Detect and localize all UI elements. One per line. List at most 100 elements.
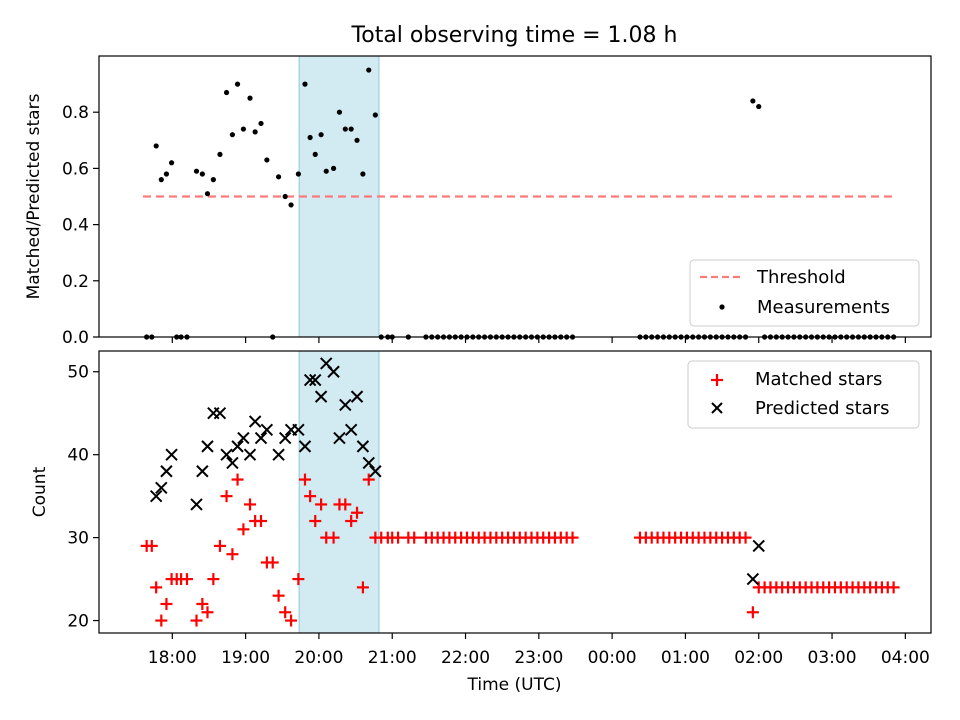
predicted-star-point xyxy=(344,423,358,437)
predicted-star-point xyxy=(149,489,163,503)
predicted-star-point xyxy=(309,373,322,387)
predicted-star-point xyxy=(160,465,173,478)
measurement-point xyxy=(153,143,159,149)
matched-star-point xyxy=(315,498,328,511)
predicted-star-point xyxy=(248,415,262,428)
matched-star-point xyxy=(408,531,421,544)
measurement-point xyxy=(336,109,343,115)
measurement-point xyxy=(275,174,282,180)
matched-star-point xyxy=(196,597,209,610)
measurement-point xyxy=(366,67,372,73)
matched-star-point xyxy=(362,473,375,486)
measurement-point xyxy=(258,120,264,127)
matched-star-point xyxy=(327,531,340,544)
bottom-x-tick-label: 02:00 xyxy=(734,648,783,668)
predicted-star-point xyxy=(220,448,233,461)
bottom-x-tick-label: 23:00 xyxy=(514,648,563,668)
matched-star-point xyxy=(887,581,900,594)
predicted-star-point xyxy=(272,448,285,461)
matched-star-point xyxy=(237,523,250,536)
bottom-x-tick-label: 20:00 xyxy=(294,648,343,668)
measurement-point xyxy=(223,89,230,96)
bottom-y-tick-label: 50 xyxy=(67,363,89,383)
measurement-point xyxy=(307,134,313,141)
measurement-point xyxy=(302,81,308,87)
measurement-point xyxy=(312,151,318,157)
bottom-y-axis-label: Count xyxy=(30,466,50,517)
top-y-tick-label: 0.0 xyxy=(62,328,89,348)
matched-star-point xyxy=(279,606,292,619)
top-panel: Total observing time = 1.08 h 0.0 0.2 0.4 0… xyxy=(24,23,932,348)
measurement-point xyxy=(193,168,200,174)
measurement-point xyxy=(204,191,211,197)
measurement-point xyxy=(163,171,170,177)
predicted-star-point xyxy=(243,448,257,461)
bottom-legend: Matched stars Predicted stars xyxy=(687,360,920,429)
bottom-y-tick-label: 20 xyxy=(67,612,89,632)
top-legend-box xyxy=(689,259,920,327)
legend-measurements-label: Measurements xyxy=(757,297,890,318)
matched-star-point xyxy=(298,473,311,486)
predicted-star-point xyxy=(237,431,250,445)
matched-star-point xyxy=(339,498,352,511)
bottom-x-axis-label: Time (UTC) xyxy=(467,675,562,695)
matched-star-point xyxy=(255,515,268,528)
matched-star-point xyxy=(201,606,214,619)
measurement-point xyxy=(158,177,164,183)
predicted-star-point xyxy=(369,465,382,478)
matched-star-point xyxy=(180,573,193,586)
matched-star-point xyxy=(272,589,285,602)
bottom-x-tick-label: 01:00 xyxy=(661,648,710,668)
matched-star-point xyxy=(746,606,759,619)
measurement-point xyxy=(288,202,294,208)
measurement-point xyxy=(330,165,337,171)
measurement-point xyxy=(348,126,354,132)
measurement-point xyxy=(372,112,378,118)
matched-star-point xyxy=(231,473,244,486)
predicted-star-point xyxy=(314,390,328,403)
top-y-tick-label: 0.6 xyxy=(62,159,89,179)
measurement-point xyxy=(168,160,175,166)
measurement-point xyxy=(360,171,366,177)
predicted-star-point xyxy=(362,456,375,470)
bottom-y-tick-label: 30 xyxy=(67,529,89,549)
predicted-star-point xyxy=(333,431,346,445)
measurement-point xyxy=(750,98,756,104)
top-y-tick-label: 0.4 xyxy=(62,216,89,236)
top-plot-frame xyxy=(98,55,932,338)
measurement-point xyxy=(264,157,270,163)
matched-star-point xyxy=(244,498,257,511)
legend-matched-swatch xyxy=(711,374,723,386)
matched-star-point xyxy=(213,539,226,552)
matched-star-point xyxy=(150,581,163,594)
predicted-star-point xyxy=(231,440,244,453)
matched-star-point xyxy=(285,614,298,627)
measurement-point xyxy=(217,151,223,157)
matched-star-point xyxy=(160,597,173,610)
matched-star-point xyxy=(309,515,322,528)
predicted-star-point xyxy=(298,440,312,453)
predicted-star-point xyxy=(327,365,340,378)
predicted-star-point xyxy=(190,498,203,511)
matched-star-point xyxy=(356,581,369,594)
matched-star-point xyxy=(351,506,364,519)
measurement-point xyxy=(252,129,258,135)
bottom-plot-frame xyxy=(98,350,932,634)
matched-star-point xyxy=(190,614,203,627)
bottom-y-tick-label: 40 xyxy=(67,446,89,466)
bottom-x-tick-label: 04:00 xyxy=(881,648,930,668)
measurement-point xyxy=(247,95,253,101)
bottom-x-tick-label: 22:00 xyxy=(441,648,490,668)
legend-predicted-swatch xyxy=(711,402,723,414)
matched-star-point xyxy=(220,490,233,503)
bottom-x-tick-label: 03:00 xyxy=(808,648,857,668)
predicted-star-point xyxy=(746,572,760,586)
matched-star-point xyxy=(304,490,317,503)
matched-star-point xyxy=(292,573,305,586)
matched-star-point xyxy=(739,531,752,544)
matched-star-point xyxy=(207,573,220,586)
measurement-point xyxy=(295,171,301,177)
measurement-point xyxy=(756,103,762,110)
top-legend: Threshold Measurements xyxy=(689,259,920,327)
